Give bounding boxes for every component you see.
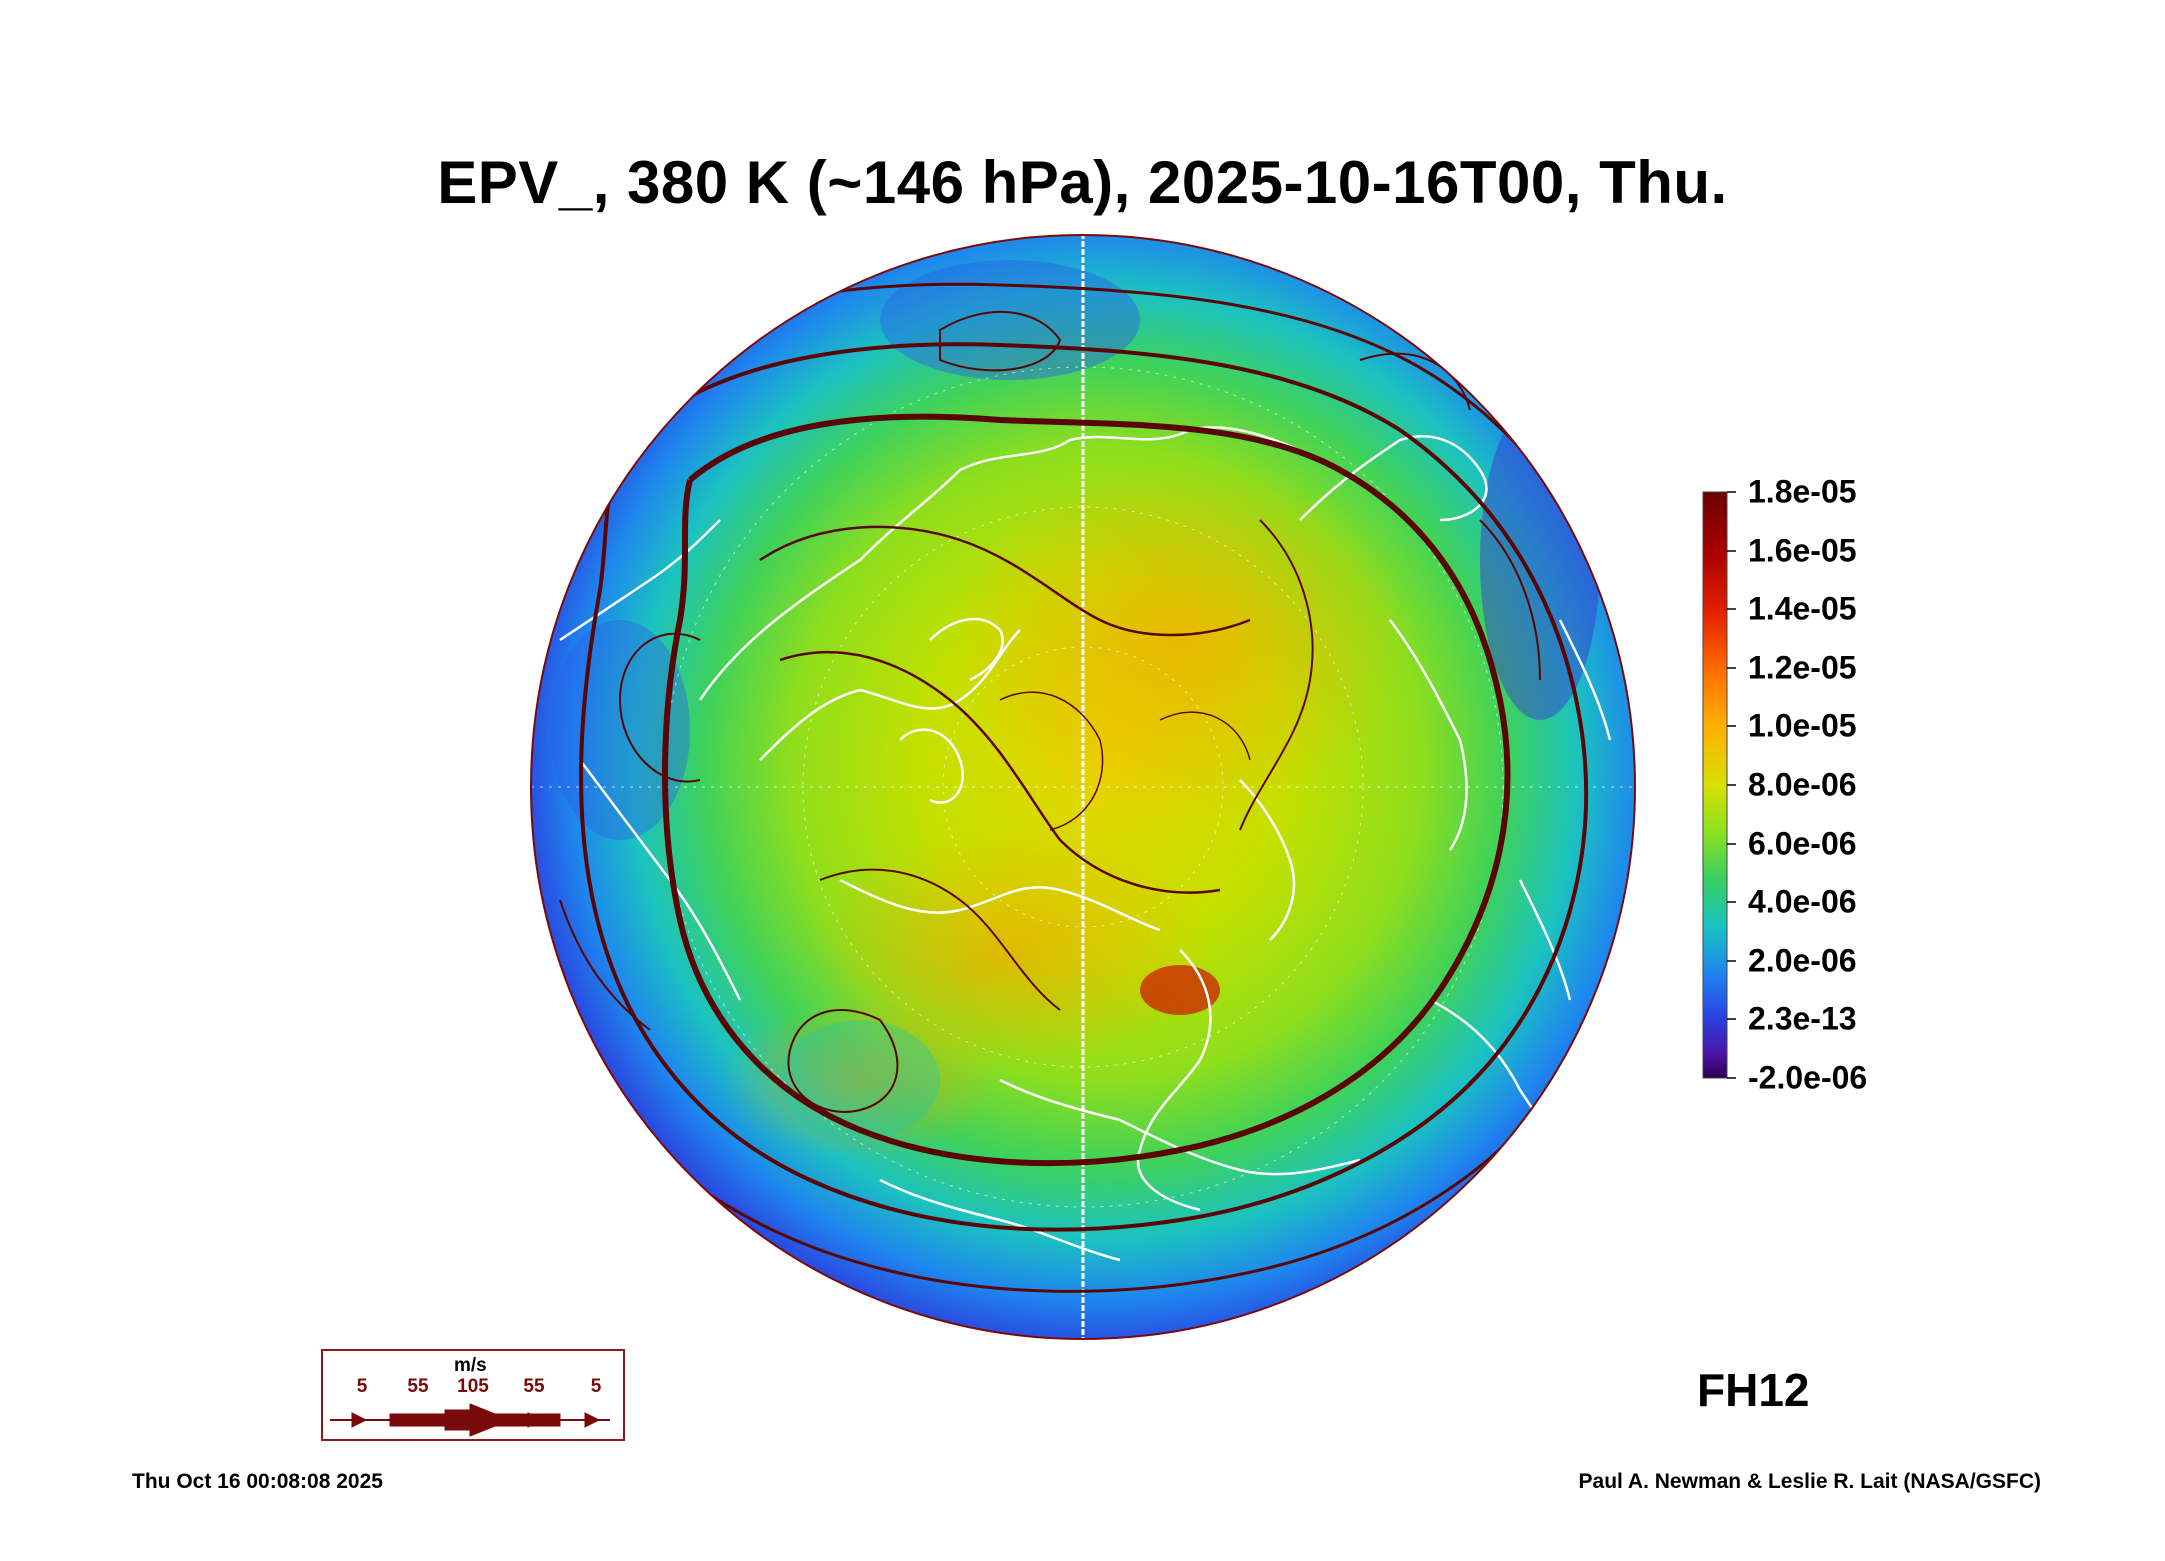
globe-outline [530,234,1636,1340]
colorbar-label: 4.0e-06 [1748,883,1857,920]
colorbar-label: 1.4e-05 [1748,590,1857,627]
colorbar-label: 1.8e-05 [1748,473,1857,510]
colorbar [1702,491,1728,1079]
wind-legend-arrow [330,1403,610,1437]
colorbar-label: 1.6e-05 [1748,532,1857,569]
colorbar-label: 1.0e-05 [1748,707,1857,744]
colorbar-label: 6.0e-06 [1748,825,1857,862]
streamlines [558,282,1635,1293]
map-title: EPV_, 380 K (~146 hPa), 2025-10-16T00, T… [437,149,1728,216]
wind-legend-speed: 55 [407,1376,429,1397]
colorbar-ticks [1727,491,1736,1079]
wind-legend-box [321,1349,625,1441]
wind-legend-speed: 55 [523,1376,545,1397]
forecast-hour-label: FH12 [1697,1364,1810,1416]
colorbar-label: 8.0e-06 [1748,766,1857,803]
credit: Paul A. Newman & Leslie R. Lait (NASA/GS… [1578,1470,2041,1493]
wind-legend-speed: 105 [457,1376,489,1397]
colorbar-label: 2.0e-06 [1748,942,1857,979]
colorbar-label: 2.3e-13 [1748,1000,1857,1037]
wind-legend-speed: 5 [590,1376,602,1397]
wind-legend-unit: m/s [454,1355,487,1376]
colorbar-label: 1.2e-05 [1748,649,1857,686]
timestamp: Thu Oct 16 00:08:08 2025 [132,1470,383,1493]
colorbar-label: -2.0e-06 [1748,1059,1868,1096]
wind-legend-speed: 5 [356,1376,368,1397]
